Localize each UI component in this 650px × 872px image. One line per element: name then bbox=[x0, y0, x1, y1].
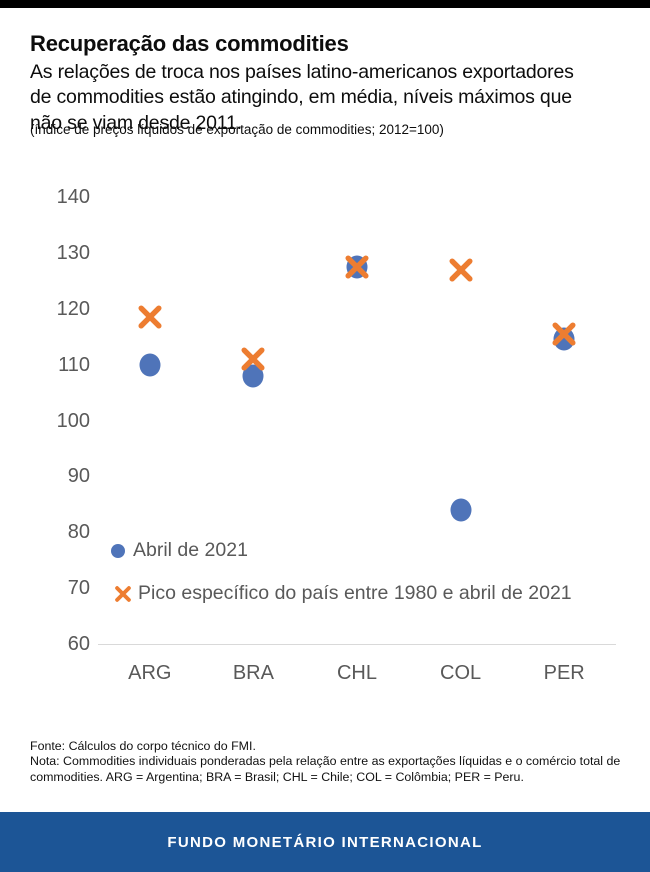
legend-item-pico: Pico específico do país entre 1980 e abr… bbox=[114, 582, 572, 605]
top-bar bbox=[0, 0, 650, 8]
y-axis-tick-label: 60 bbox=[67, 633, 90, 655]
y-axis-tick-label: 140 bbox=[56, 186, 90, 208]
data-point-x-PER bbox=[552, 322, 576, 346]
x-axis-category-label: PER bbox=[543, 662, 585, 684]
imf-banner: FUNDO MONETÁRIO INTERNACIONAL bbox=[0, 812, 650, 872]
methodology-note: Nota: Commodities individuais ponderadas… bbox=[30, 754, 621, 784]
y-axis-tick-label: 110 bbox=[58, 353, 90, 376]
y-axis-tick-label: 80 bbox=[67, 521, 90, 544]
y-axis-tick-label: 90 bbox=[67, 465, 90, 488]
legend-label: Pico específico do país entre 1980 e abr… bbox=[138, 582, 572, 604]
y-axis-tick-label: 130 bbox=[56, 241, 90, 264]
subtitle: As relações de troca nos países latino-a… bbox=[30, 60, 630, 136]
data-point-circle-ARG bbox=[139, 353, 161, 377]
subtitle-line: As relações de troca nos países latino-a… bbox=[30, 61, 574, 83]
data-point-x-ARG bbox=[138, 305, 162, 329]
data-point-x-BRA bbox=[241, 347, 265, 371]
x-axis-category-label: COL bbox=[440, 662, 482, 684]
x-axis-line bbox=[98, 644, 616, 645]
y-axis-tick-label: 120 bbox=[56, 297, 90, 320]
data-point-circle-PER bbox=[553, 327, 575, 351]
x-axis-category-label: ARG bbox=[128, 662, 172, 684]
circle-marker-icon bbox=[111, 543, 125, 558]
legend-item-abril-2021: Abril de 2021 bbox=[111, 539, 248, 562]
source-note: Fonte: Cálculos do corpo técnico do FMI. bbox=[30, 739, 256, 753]
data-point-x-COL bbox=[449, 258, 473, 282]
x-axis-category-label: CHL bbox=[336, 662, 377, 684]
legend-label: Abril de 2021 bbox=[133, 539, 248, 561]
subtitle-line: não se viam desde 2011. bbox=[30, 111, 242, 134]
y-axis-tick-label: 100 bbox=[56, 409, 90, 432]
index-spec-note: (índice de preços líquidos de exportação… bbox=[30, 122, 444, 137]
data-point-x-CHL bbox=[345, 255, 369, 279]
page-title: Recuperação das commodities bbox=[30, 31, 349, 56]
footer-notes: Fonte: Cálculos do corpo técnico do FMI.… bbox=[30, 739, 626, 785]
scatter-chart: Abril de 2021 Pico específico do país en… bbox=[56, 186, 616, 684]
data-point-circle-COL bbox=[450, 498, 472, 522]
x-axis-category-label: BRA bbox=[232, 662, 274, 684]
y-axis-tick-label: 70 bbox=[67, 577, 90, 600]
x-marker-icon bbox=[115, 585, 131, 602]
subtitle-line: de commodities estão atingindo, em média… bbox=[30, 86, 572, 109]
banner-title: FUNDO MONETÁRIO INTERNACIONAL bbox=[167, 833, 483, 851]
data-point-circle-BRA bbox=[242, 364, 264, 388]
